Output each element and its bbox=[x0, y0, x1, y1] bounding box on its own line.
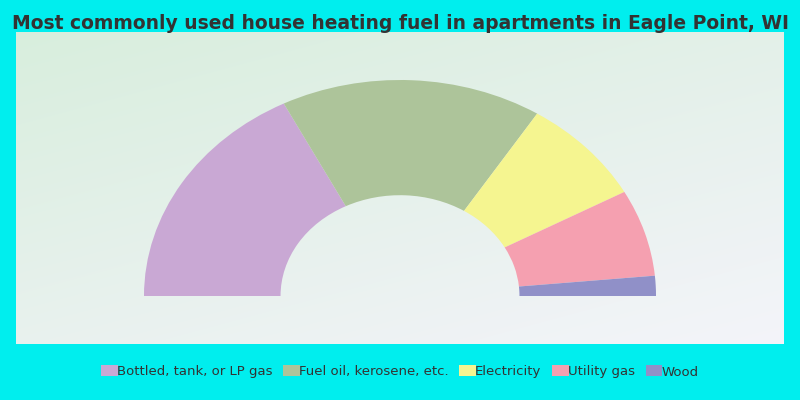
Wedge shape bbox=[505, 192, 655, 286]
Wedge shape bbox=[519, 276, 656, 296]
Wedge shape bbox=[144, 104, 346, 296]
Legend: Bottled, tank, or LP gas, Fuel oil, kerosene, etc., Electricity, Utility gas, Wo: Bottled, tank, or LP gas, Fuel oil, kero… bbox=[96, 360, 704, 384]
Wedge shape bbox=[284, 80, 537, 211]
Text: Most commonly used house heating fuel in apartments in Eagle Point, WI: Most commonly used house heating fuel in… bbox=[11, 14, 789, 33]
Wedge shape bbox=[464, 114, 624, 248]
